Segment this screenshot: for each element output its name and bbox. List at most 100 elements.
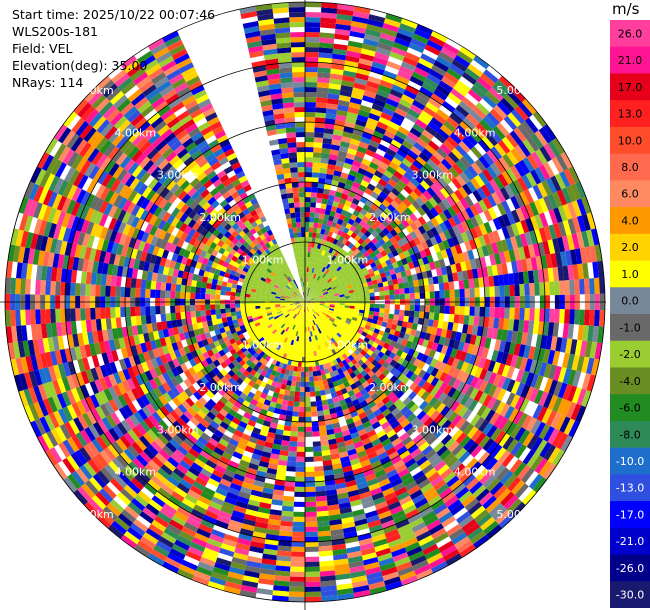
ppi-gate <box>371 332 379 339</box>
ppi-gate <box>514 427 526 442</box>
ppi-gate <box>458 280 465 290</box>
ppi-gate <box>461 71 477 85</box>
ppi-gate <box>547 322 555 337</box>
ppi-gate <box>469 288 475 298</box>
ppi-gate <box>307 277 310 283</box>
ppi-gate <box>341 347 348 354</box>
ppi-gate <box>457 271 464 281</box>
ppi-gate <box>445 247 453 258</box>
ppi-gate <box>329 273 335 279</box>
ppi-gate <box>353 82 367 91</box>
ppi-gate <box>311 172 320 178</box>
ppi-gate <box>391 407 401 417</box>
ppi-gate <box>354 216 362 224</box>
ppi-gate <box>369 345 377 353</box>
ppi-gate <box>305 596 322 602</box>
ppi-gate <box>518 319 525 333</box>
ppi-gate <box>321 147 331 154</box>
ppi-gate <box>384 349 392 357</box>
ppi-gate <box>501 170 513 185</box>
ppi-gate <box>524 203 535 218</box>
ppi-gate <box>282 500 294 507</box>
ppi-gate <box>374 241 382 249</box>
ppi-gate <box>316 311 321 316</box>
ppi-gate <box>494 430 506 445</box>
ppi-gate <box>245 303 251 307</box>
ppi-gate <box>319 295 325 298</box>
ppi-gate <box>322 143 332 150</box>
ppi-gate <box>444 169 456 182</box>
ppi-gate <box>478 392 488 405</box>
ppi-gate <box>362 251 370 258</box>
ppi-gate <box>445 265 453 275</box>
ppi-gate <box>386 125 398 135</box>
ppi-gate <box>323 281 329 287</box>
ppi-gate <box>476 346 485 358</box>
ppi-gate <box>534 457 548 474</box>
ppi-gate <box>305 52 319 58</box>
ppi-gate <box>294 491 305 497</box>
ppi-gate <box>498 251 507 264</box>
ppi-gate <box>321 198 328 205</box>
ppi-gate <box>351 329 357 335</box>
ppi-gate <box>417 378 427 388</box>
ppi-gate <box>331 221 337 228</box>
ppi-gate <box>312 162 321 168</box>
ppi-gate <box>319 296 325 299</box>
ppi-gate <box>522 271 530 284</box>
ppi-gate <box>359 293 365 298</box>
ppi-gate <box>332 312 338 317</box>
ppi-gate <box>543 426 555 442</box>
ppi-gate <box>440 249 449 259</box>
ppi-gate <box>314 117 326 124</box>
ppi-gate <box>305 396 311 402</box>
ppi-gate <box>532 269 540 283</box>
ppi-gate <box>529 308 535 321</box>
ppi-gate <box>498 75 515 91</box>
ppi-gate <box>359 309 365 314</box>
ppi-gate <box>416 24 433 36</box>
ppi-gate <box>455 200 466 212</box>
ppi-gate <box>319 213 325 220</box>
ppi-gate <box>305 546 319 552</box>
ppi-gate <box>438 313 445 322</box>
ppi-gate <box>457 252 465 263</box>
ppi-gate <box>439 305 445 314</box>
ppi-gate <box>372 211 381 219</box>
ppi-gate <box>557 367 567 383</box>
ppi-gate <box>414 330 422 338</box>
ppi-gate <box>240 296 246 301</box>
ppi-gate <box>297 431 305 437</box>
ppi-gate <box>430 423 442 435</box>
ppi-gate <box>473 278 480 288</box>
ppi-gate <box>327 310 334 315</box>
ppi-gate <box>323 214 330 221</box>
ppi-gate <box>314 242 319 249</box>
ppi-gate <box>384 182 395 192</box>
ppi-gate <box>348 169 358 177</box>
ppi-gate <box>434 290 440 299</box>
ppi-gate <box>45 309 51 324</box>
ppi-gate <box>53 463 68 480</box>
ppi-gate <box>305 2 322 8</box>
ppi-gate <box>235 307 241 312</box>
ppi-gate <box>459 394 470 406</box>
ppi-gate <box>346 317 352 323</box>
ppi-gate <box>313 279 317 285</box>
ppi-gate <box>381 242 389 250</box>
ppi-gate <box>435 84 451 97</box>
ppi-gate <box>324 294 330 298</box>
ppi-gate <box>486 112 500 126</box>
ppi-gate <box>381 134 394 144</box>
ppi-gate <box>170 305 176 314</box>
ppi-gate <box>329 294 335 298</box>
ppi-gate <box>308 361 313 367</box>
ppi-gate <box>324 262 329 268</box>
ppi-gate <box>364 85 379 94</box>
ppi-gate <box>479 368 488 381</box>
ppi-gate <box>426 73 442 85</box>
ppi-gate <box>225 304 231 309</box>
ppi-gate <box>527 270 535 284</box>
ppi-gate <box>433 312 440 321</box>
ppi-gate <box>398 331 406 339</box>
